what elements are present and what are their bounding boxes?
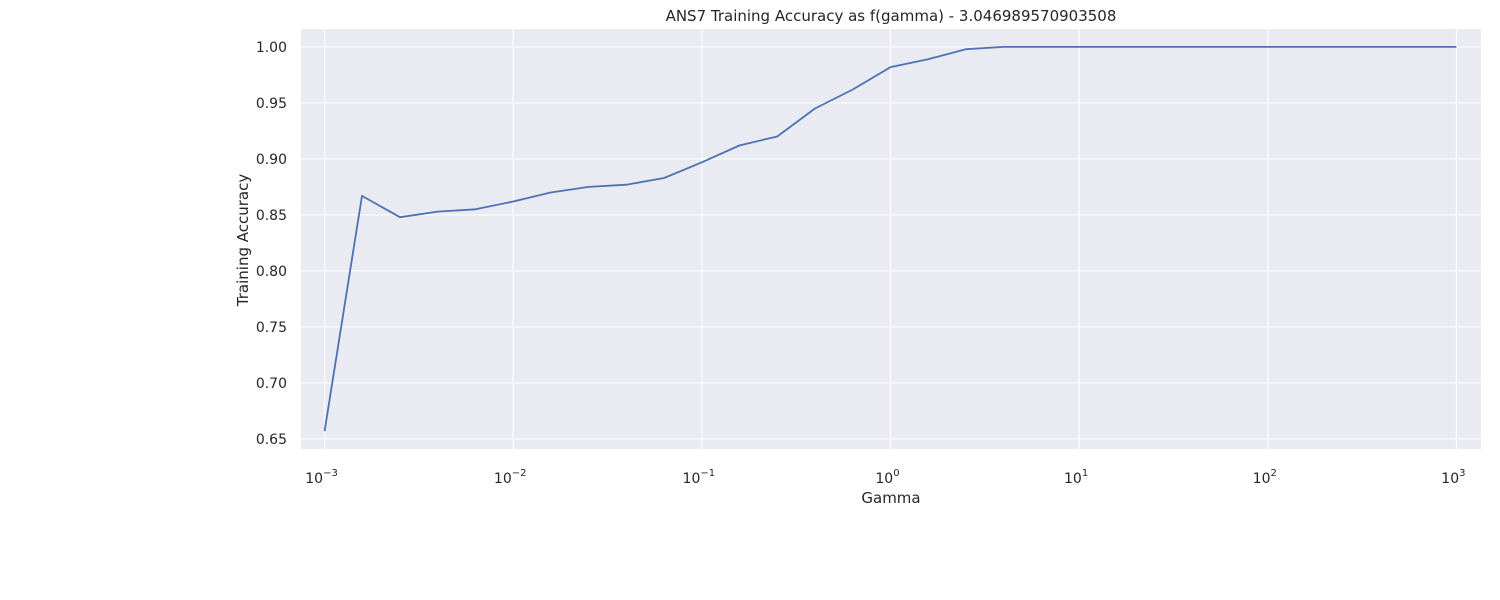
x-tick-exponent: 1 [1082, 468, 1088, 479]
y-tick-label: 0.85 [256, 208, 287, 224]
chart-title: ANS7 Training Accuracy as f(gamma) - 3.0… [666, 7, 1117, 25]
y-tick-label: 0.95 [256, 96, 287, 112]
x-tick-exponent: −3 [323, 468, 338, 479]
x-axis-label: Gamma [861, 489, 920, 507]
x-tick-base: 10 [1441, 471, 1459, 487]
x-tick-label: 100 [875, 468, 899, 487]
y-tick-label: 0.90 [256, 152, 287, 168]
x-tick-base: 10 [305, 471, 323, 487]
x-tick-label: 10−3 [305, 468, 338, 487]
x-tick-exponent: −2 [512, 468, 527, 479]
y-tick-label: 1.00 [256, 40, 287, 56]
y-tick-label: 0.70 [256, 376, 287, 392]
x-tick-labels: 10−3 10−2 10−1 100 101 102 103 [305, 468, 1465, 487]
y-tick-label: 0.65 [256, 432, 287, 448]
series-line [323, 46, 1457, 432]
series-group [323, 46, 1457, 432]
x-tick-exponent: −1 [700, 468, 715, 479]
y-tick-label: 0.75 [256, 320, 287, 336]
x-tick-base: 10 [1064, 471, 1082, 487]
x-tick-base: 10 [1253, 471, 1271, 487]
x-tick-label: 10−1 [683, 468, 716, 487]
y-axis-label: Training Accuracy [234, 174, 252, 308]
x-tick-base: 10 [875, 471, 893, 487]
x-tick-exponent: 3 [1459, 468, 1465, 479]
x-tick-exponent: 2 [1270, 468, 1276, 479]
y-gridlines [301, 46, 1481, 440]
x-tick-exponent: 0 [893, 468, 899, 479]
x-tick-label: 103 [1441, 468, 1465, 487]
x-tick-label: 10−2 [494, 468, 527, 487]
x-tick-base: 10 [494, 471, 512, 487]
y-tick-labels: 0.65 0.70 0.75 0.80 0.85 0.90 0.95 1.00 [256, 40, 287, 448]
y-tick-label: 0.80 [256, 264, 287, 280]
x-tick-label: 101 [1064, 468, 1088, 487]
x-gridlines [323, 29, 1458, 449]
x-tick-base: 10 [683, 471, 701, 487]
x-tick-label: 102 [1253, 468, 1277, 487]
